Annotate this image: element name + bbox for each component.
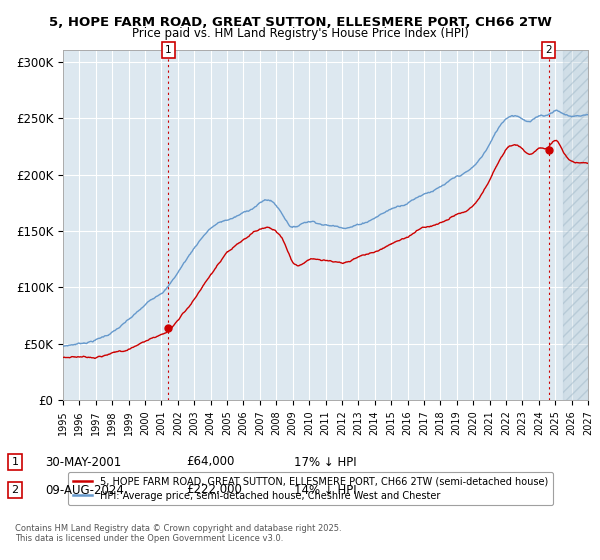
Text: 5, HOPE FARM ROAD, GREAT SUTTON, ELLESMERE PORT, CH66 2TW: 5, HOPE FARM ROAD, GREAT SUTTON, ELLESME…	[49, 16, 551, 29]
Legend: 5, HOPE FARM ROAD, GREAT SUTTON, ELLESMERE PORT, CH66 2TW (semi-detached house),: 5, HOPE FARM ROAD, GREAT SUTTON, ELLESME…	[68, 472, 553, 505]
Text: 2: 2	[11, 485, 19, 495]
Text: 09-AUG-2024: 09-AUG-2024	[45, 483, 124, 497]
Text: £222,000: £222,000	[186, 483, 242, 497]
Bar	[563, 50, 588, 400]
Bar	[563, 50, 588, 400]
Text: 17% ↓ HPI: 17% ↓ HPI	[294, 455, 356, 469]
Text: Contains HM Land Registry data © Crown copyright and database right 2025.
This d: Contains HM Land Registry data © Crown c…	[15, 524, 341, 543]
Text: 30-MAY-2001: 30-MAY-2001	[45, 455, 121, 469]
Text: 1: 1	[11, 457, 19, 467]
Text: 2: 2	[545, 45, 552, 55]
Text: £64,000: £64,000	[186, 455, 235, 469]
Text: 14% ↓ HPI: 14% ↓ HPI	[294, 483, 356, 497]
Text: 1: 1	[165, 45, 172, 55]
Text: Price paid vs. HM Land Registry's House Price Index (HPI): Price paid vs. HM Land Registry's House …	[131, 27, 469, 40]
